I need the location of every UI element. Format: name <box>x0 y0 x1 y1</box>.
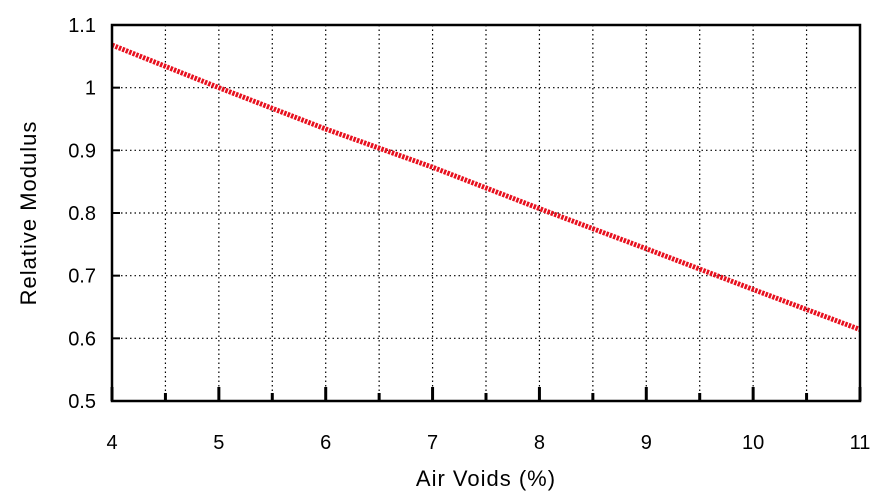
plot-frame <box>110 23 862 403</box>
x-tick-label: 11 <box>850 432 871 454</box>
x-tick-label: 6 <box>320 432 331 454</box>
y-axis-label: Relative Modulus <box>16 121 41 306</box>
x-tick-label: 7 <box>427 432 438 454</box>
y-tick-labels: 0.5 0.6 0.7 0.8 0.9 1 1.1 <box>68 15 96 413</box>
x-tick-label: 9 <box>641 432 652 454</box>
y-tick-label: 0.7 <box>68 266 96 288</box>
y-tick-label: 0.5 <box>68 391 96 413</box>
x-tick-label: 10 <box>742 432 764 454</box>
x-axis-label: Air Voids (%) <box>416 466 556 491</box>
x-tick-label: 4 <box>106 432 117 454</box>
x-tick-labels: 4 5 6 7 8 9 10 11 <box>106 432 870 454</box>
y-tick-label: 1.1 <box>68 15 96 37</box>
y-tick-label: 0.8 <box>68 203 96 225</box>
series-line <box>111 42 861 332</box>
series-group <box>111 42 861 332</box>
y-gridlines <box>112 87 860 339</box>
y-tick-label: 0.6 <box>68 328 96 350</box>
x-tick-label: 8 <box>534 432 545 454</box>
y-tick-label: 1 <box>85 78 96 100</box>
y-tick-label: 0.9 <box>68 140 96 162</box>
x-tick-label: 5 <box>213 432 224 454</box>
